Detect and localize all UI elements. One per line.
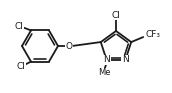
Text: N: N [122, 55, 129, 64]
Text: Cl: Cl [17, 62, 25, 71]
Text: CF₃: CF₃ [146, 30, 161, 39]
Text: O: O [66, 41, 73, 50]
Text: Cl: Cl [112, 11, 120, 20]
Text: Me: Me [98, 68, 111, 77]
Text: Cl: Cl [15, 22, 23, 31]
Text: N: N [103, 55, 110, 64]
